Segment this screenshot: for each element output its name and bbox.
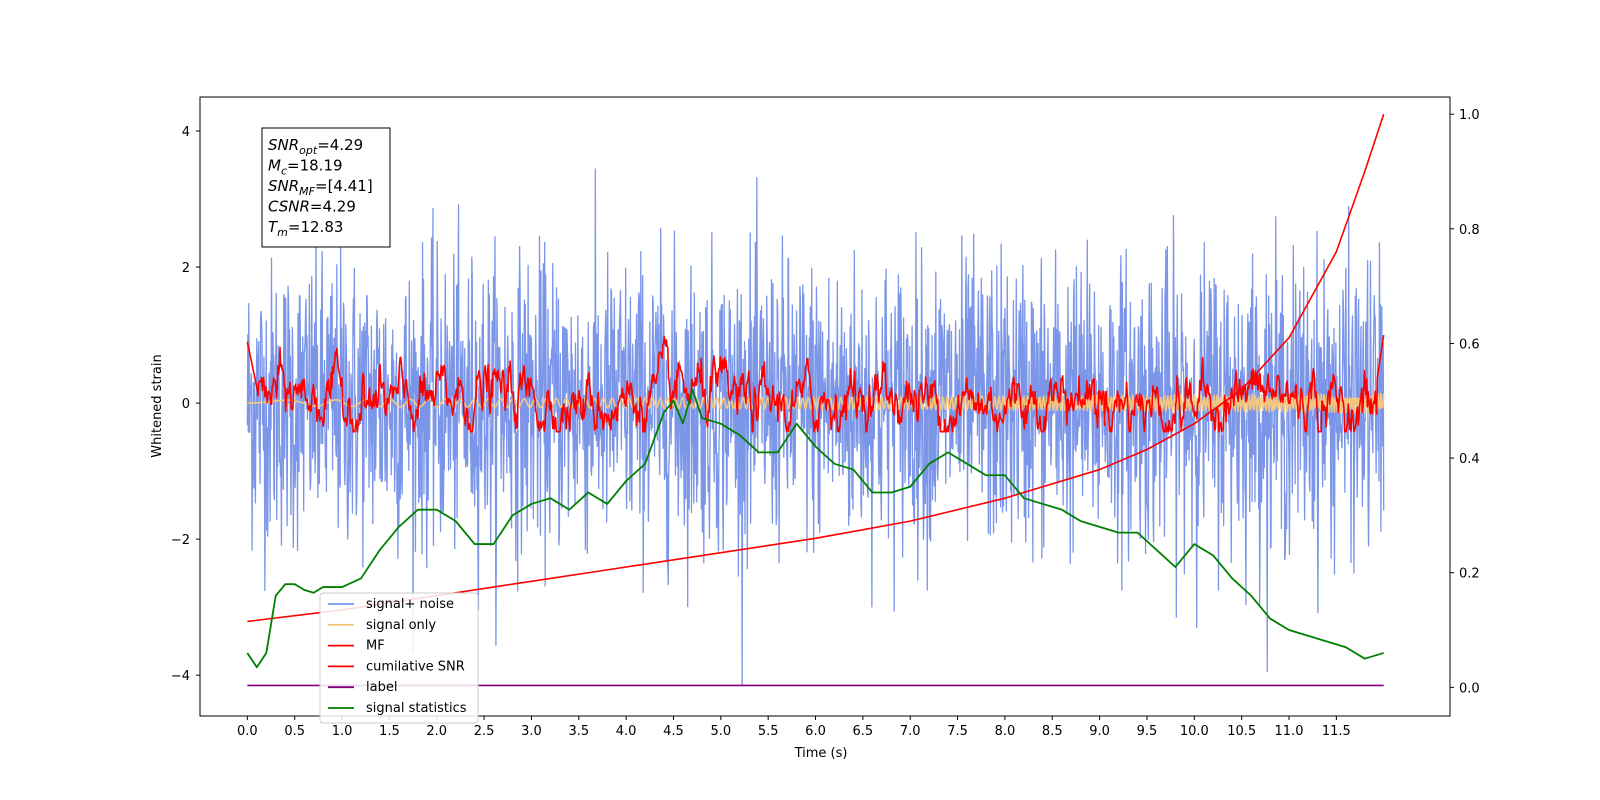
y-tick-label: 0 <box>182 397 190 412</box>
x-tick-label: 10.0 <box>1180 724 1209 739</box>
x-tick-label: 7.5 <box>947 724 968 739</box>
stat-line: Mc=18.19 <box>268 157 343 178</box>
x-tick-label: 1.5 <box>379 724 400 739</box>
y2-tick-label: 0.4 <box>1459 452 1480 467</box>
plot-frame <box>199 96 1451 717</box>
series-line-cumilative-snr <box>247 113 1385 623</box>
y-axis-ticks: −4 −2 0 2 4 <box>171 125 200 684</box>
y2-tick-label: 0.6 <box>1459 337 1480 352</box>
legend: signal+ noise signal only MF cumilative SNR… <box>319 592 479 724</box>
x-tick-label: 4.5 <box>663 724 684 739</box>
stat-line: SNRopt=4.29 <box>268 136 363 157</box>
series-line-signal-only <box>247 392 1385 414</box>
x-tick-label: 9.5 <box>1137 724 1158 739</box>
stat-line: CSNR=4.29 <box>268 198 356 216</box>
stat-line: SNRMF=[4.41] <box>268 177 373 198</box>
x-tick-label: 0.5 <box>284 724 305 739</box>
x-tick-label: 1.0 <box>332 724 353 739</box>
x-tick-label: 0.0 <box>237 724 258 739</box>
series-line-mf <box>246 334 1385 433</box>
x-axis-ticks: 0.0 0.5 1.0 1.5 2.0 2.5 3.0 3.5 4.0 4.5 5.0 5.5 6.0 6… <box>237 716 1351 739</box>
x-tick-label: 3.0 <box>521 724 542 739</box>
y2-tick-label: 0.0 <box>1459 681 1480 696</box>
x-tick-label: 9.0 <box>1089 724 1110 739</box>
legend-entry: label <box>366 680 397 695</box>
y2-axis-ticks: 0.0 0.2 0.4 0.6 0.8 1.0 <box>1450 108 1480 696</box>
stats-box-frame <box>261 127 391 248</box>
y-tick-label: 2 <box>182 261 190 276</box>
x-tick-label: 3.5 <box>568 724 589 739</box>
x-tick-label: 7.0 <box>900 724 921 739</box>
y-axis-label: Whitened strain <box>150 354 165 457</box>
stat-line: Tm=12.83 <box>268 218 343 239</box>
x-tick-label: 8.0 <box>995 724 1016 739</box>
x-tick-label: 2.0 <box>426 724 447 739</box>
y-tick-label: 4 <box>182 125 190 140</box>
y2-tick-label: 0.8 <box>1459 223 1480 238</box>
legend-entry: cumilative SNR <box>366 659 465 674</box>
x-tick-label: 11.5 <box>1322 724 1351 739</box>
legend-entry: signal statistics <box>366 701 467 716</box>
x-tick-label: 8.5 <box>1042 724 1063 739</box>
x-tick-label: 6.5 <box>853 724 874 739</box>
y-tick-label: −4 <box>171 669 190 684</box>
legend-entry: signal only <box>366 618 436 633</box>
y-tick-label: −2 <box>171 533 190 548</box>
x-tick-label: 11.0 <box>1275 724 1304 739</box>
x-tick-label: 5.5 <box>758 724 779 739</box>
series-line-signal-statistics <box>246 388 1384 669</box>
x-tick-label: 4.0 <box>616 724 637 739</box>
x-tick-label: 5.0 <box>710 724 731 739</box>
x-tick-label: 6.0 <box>805 724 826 739</box>
x-tick-label: 10.5 <box>1227 724 1256 739</box>
y2-tick-label: 0.2 <box>1459 567 1480 582</box>
y2-tick-label: 1.0 <box>1459 108 1480 123</box>
stats-annotation-box: SNRopt=4.29Mc=18.19SNRMF=[4.41]CSNR=4.29… <box>261 127 391 248</box>
legend-entry: signal+ noise <box>366 597 454 612</box>
legend-frame <box>319 592 479 724</box>
legend-entry: MF <box>366 639 385 654</box>
x-tick-label: 2.5 <box>474 724 495 739</box>
x-axis-label: Time (s) <box>794 746 848 761</box>
